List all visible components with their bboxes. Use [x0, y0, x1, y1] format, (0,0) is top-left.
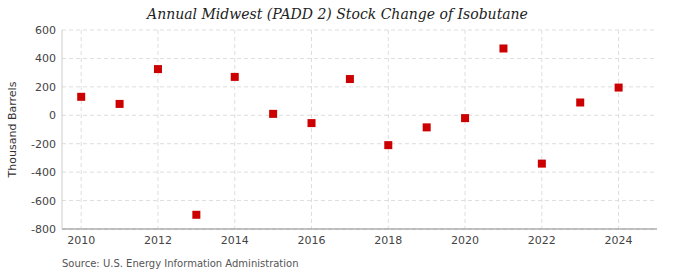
chart-svg: -800 -600 -400 -200 0 200 400 600 2010 2012 2014 20…	[0, 0, 675, 275]
point	[384, 141, 392, 149]
grid	[62, 30, 657, 229]
y-tick-label: -600	[31, 195, 56, 208]
source-note: Source: U.S. Energy Information Administ…	[62, 258, 299, 269]
x-grid-line	[311, 30, 312, 229]
x-grid-line	[618, 30, 619, 229]
y-tick-label: 400	[35, 52, 56, 65]
y-tick-label: 200	[35, 81, 56, 94]
y-grid-line	[62, 86, 657, 87]
chart-title: Annual Midwest (PADD 2) Stock Change of …	[145, 6, 528, 22]
point	[538, 160, 546, 168]
x-axis-line	[62, 229, 657, 230]
point	[576, 98, 584, 106]
tick-labels: -800 -600 -400 -200 0 200 400 600 2010 2012 2014 20…	[31, 24, 633, 247]
point	[154, 65, 162, 73]
x-tick-label: 2020	[451, 234, 479, 247]
x-grid-line	[388, 30, 389, 229]
x-tick-label: 2022	[528, 234, 556, 247]
chart-container: -800 -600 -400 -200 0 200 400 600 2010 2012 2014 20…	[0, 0, 675, 275]
point	[231, 73, 239, 81]
x-grid-line	[81, 30, 82, 229]
point	[499, 44, 507, 52]
x-tick-label: 2012	[144, 234, 172, 247]
x-tick-label: 2014	[221, 234, 249, 247]
y-grid-line	[62, 229, 657, 230]
point	[192, 211, 200, 219]
x-tick-label: 2018	[374, 234, 402, 247]
x-grid-line	[234, 30, 235, 229]
x-grid-line	[465, 30, 466, 229]
point	[77, 93, 85, 101]
y-grid-line	[62, 58, 657, 59]
x-tick-label: 2010	[67, 234, 95, 247]
y-grid-line	[62, 115, 657, 116]
point	[116, 100, 124, 108]
y-grid-line	[62, 30, 657, 31]
y-grid-line	[62, 172, 657, 173]
point	[269, 110, 277, 118]
plot-area	[62, 30, 657, 229]
y-tick-label: -800	[31, 223, 56, 236]
point	[615, 84, 623, 92]
y-axis-label: Thousand Barrels	[6, 81, 19, 178]
y-grid-line	[62, 200, 657, 201]
y-tick-label: -400	[31, 166, 56, 179]
y-tick-label: -200	[31, 138, 56, 151]
y-axis-line	[62, 30, 63, 229]
y-tick-label: 600	[35, 24, 56, 37]
point	[461, 114, 469, 122]
x-tick-label: 2016	[298, 234, 326, 247]
y-tick-label: 0	[49, 109, 56, 122]
y-grid-line	[62, 143, 657, 144]
point	[346, 75, 354, 83]
point	[423, 123, 431, 131]
x-grid-line	[157, 30, 158, 229]
x-tick-label: 2024	[605, 234, 633, 247]
points	[77, 44, 622, 218]
point	[308, 119, 316, 127]
x-grid-line	[541, 30, 542, 229]
